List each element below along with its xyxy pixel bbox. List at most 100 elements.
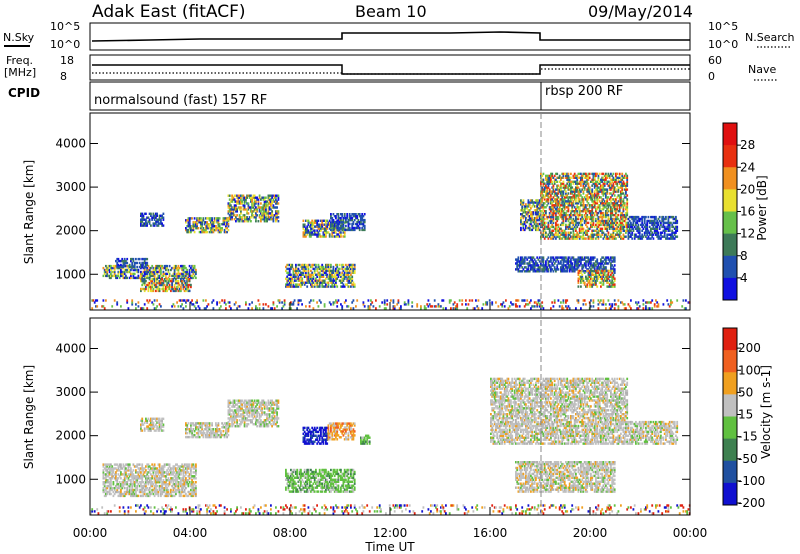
echo-cell (587, 202, 590, 205)
echo-cell (615, 219, 617, 223)
echo-cell (602, 221, 605, 225)
echo-cell (311, 271, 314, 274)
echo-cell (555, 192, 557, 195)
echo-cell (565, 231, 567, 234)
echo-cell (522, 209, 525, 212)
echo-cell (581, 200, 584, 203)
echo-cell (621, 221, 624, 225)
echo-cell (150, 214, 152, 217)
echo-cell (555, 221, 557, 225)
echo-cell (126, 276, 129, 280)
echo-cell (562, 172, 565, 176)
echo-cell (125, 268, 127, 272)
echo-cell (536, 201, 539, 204)
echo-cell (575, 233, 577, 236)
echo-cell (188, 270, 191, 274)
echo-cell (123, 261, 126, 265)
echo-cell (541, 235, 544, 238)
echo-cell (268, 208, 271, 211)
echo-cell (623, 303, 626, 306)
echo-cell (618, 194, 621, 197)
echo-cell (322, 227, 325, 230)
echo-cell (162, 218, 165, 221)
echo-cell (301, 267, 304, 271)
echo-cell (586, 208, 589, 211)
echo-cell (567, 180, 570, 183)
echo-cell (300, 273, 302, 276)
echo-cell (528, 222, 531, 226)
echo-cell (543, 206, 546, 209)
echo-cell (623, 182, 626, 185)
echo-cell (341, 220, 344, 224)
echo-cell (622, 208, 625, 211)
echo-cell (601, 198, 604, 201)
echo-cell (340, 231, 342, 234)
echo-cell (608, 198, 611, 201)
echo-cell (606, 190, 609, 193)
echo-cell (336, 265, 339, 269)
echo-cell (350, 273, 352, 276)
echo-cell (233, 214, 236, 217)
echo-cell (306, 225, 309, 228)
echo-cell (517, 299, 520, 302)
echo-cell (445, 307, 447, 310)
echo-cell (618, 172, 621, 176)
echo-cell (205, 228, 207, 232)
echo-cell (608, 219, 611, 223)
echo-cell (356, 224, 359, 228)
echo-cell (587, 188, 590, 191)
echo-cell (327, 265, 330, 269)
echo-cell (526, 268, 529, 271)
echo-cell (260, 212, 262, 215)
echo-cell (332, 228, 335, 232)
echo-cell (292, 275, 295, 278)
echo-cell (137, 274, 140, 278)
echo-cell (181, 276, 183, 280)
y-tick-label: 4000 (55, 137, 86, 151)
echo-cell (231, 196, 233, 199)
echo-cell (550, 233, 552, 236)
echo-cell (342, 235, 345, 238)
echo-cell (595, 223, 597, 227)
echo-cell (295, 285, 297, 288)
echo-cell (567, 258, 570, 261)
echo-cell (578, 200, 581, 203)
echo-cell (592, 299, 595, 302)
echo-cell (612, 190, 615, 193)
echo-cell (287, 285, 290, 288)
echo-cell (601, 202, 604, 205)
echo-cell (245, 198, 247, 201)
echo-cell (543, 196, 546, 199)
echo-cell (330, 303, 332, 306)
echo-cell (607, 172, 610, 176)
echo-cell (538, 199, 541, 202)
echo-cell (312, 263, 315, 267)
echo-cell (125, 261, 127, 265)
echo-cell (352, 263, 355, 267)
echo-cell (566, 262, 569, 265)
echo-cell (596, 213, 599, 217)
echo-cell (556, 210, 559, 213)
echo-cell (618, 229, 621, 232)
echo-cell (531, 201, 534, 204)
echo-cell (543, 270, 546, 273)
echo-cell (578, 190, 581, 193)
echo-cell (586, 188, 589, 191)
echo-cell (525, 205, 527, 208)
echo-cell (375, 307, 377, 310)
echo-cell (253, 216, 256, 219)
echo-cell (263, 206, 266, 209)
echo-cell (488, 299, 491, 302)
echo-cell (620, 182, 622, 185)
echo-cell (315, 219, 317, 222)
echo-cell (616, 213, 619, 217)
echo-cell (171, 285, 173, 289)
echo-cell (271, 194, 273, 197)
echo-cell (558, 231, 561, 234)
echo-cell (538, 260, 541, 263)
echo-cell (666, 299, 669, 302)
echo-cell (193, 266, 196, 270)
echo-cell (221, 299, 223, 302)
echo-cell (546, 227, 549, 230)
echo-cell (572, 266, 575, 269)
